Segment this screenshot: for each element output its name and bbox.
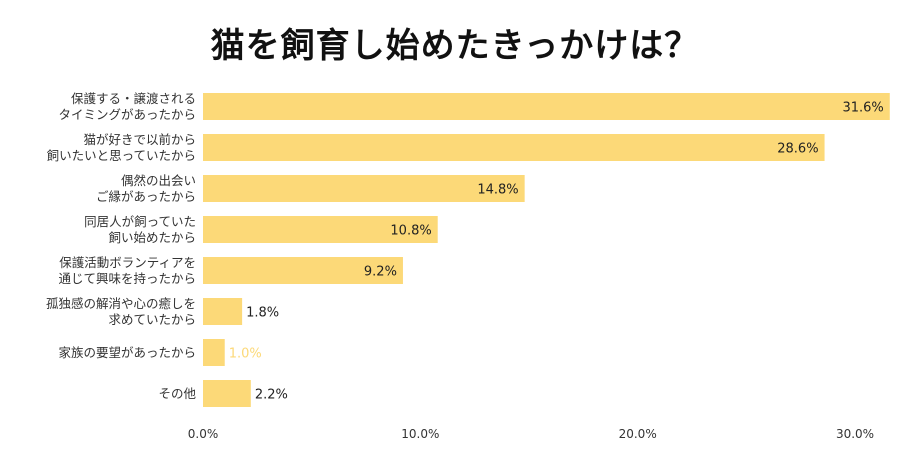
bar-8 bbox=[203, 380, 251, 407]
x-tick-label-1: 0.0% bbox=[188, 427, 219, 441]
category-label-line: ご縁があったから bbox=[96, 189, 196, 204]
category-label-line: その他 bbox=[158, 386, 196, 401]
value-label-8: 2.2% bbox=[255, 388, 288, 403]
category-label-6: 孤独感の解消や心の癒しを求めていたから bbox=[46, 296, 196, 327]
bar-6 bbox=[203, 298, 243, 325]
bar-5 bbox=[203, 257, 403, 284]
category-label-line: 猫が好きで以前から bbox=[83, 132, 196, 147]
bar-4 bbox=[203, 216, 438, 243]
category-label-line: 求めていたから bbox=[108, 312, 196, 327]
value-label-5: 9.2% bbox=[364, 265, 397, 280]
value-label-7: 1.0% bbox=[229, 347, 262, 362]
category-label-2: 猫が好きで以前から飼いたいと思っていたから bbox=[47, 132, 196, 163]
bar-1 bbox=[203, 93, 890, 120]
category-label-line: タイミングがあったから bbox=[58, 107, 196, 122]
bar-2 bbox=[203, 134, 825, 161]
value-label-4: 10.8% bbox=[390, 224, 431, 239]
category-label-line: 保護する・譲渡される bbox=[71, 91, 196, 106]
value-label-2: 28.6% bbox=[777, 142, 818, 157]
category-label-line: 同居人が飼っていた bbox=[84, 214, 196, 229]
category-label-8: その他 bbox=[158, 386, 196, 401]
bar-7 bbox=[203, 339, 225, 366]
category-label-1: 保護する・譲渡されるタイミングがあったから bbox=[58, 91, 196, 122]
chart-title: 猫を飼育し始めたきっかけは？ bbox=[210, 26, 700, 66]
category-label-4: 同居人が飼っていた飼い始めたから bbox=[84, 214, 196, 245]
x-tick-label-4: 30.0% bbox=[836, 427, 874, 441]
category-label-line: 偶然の出会い bbox=[121, 173, 196, 188]
category-label-3: 偶然の出会いご縁があったから bbox=[96, 173, 196, 204]
bar-3 bbox=[203, 175, 525, 202]
category-label-line: 孤独感の解消や心の癒しを bbox=[46, 296, 196, 311]
value-label-3: 14.8% bbox=[477, 183, 518, 198]
x-tick-label-3: 20.0% bbox=[619, 427, 657, 441]
category-label-line: 家族の要望があったから bbox=[58, 345, 196, 360]
value-label-6: 1.8% bbox=[246, 306, 279, 321]
category-label-line: 保護活動ボランティアを bbox=[59, 255, 196, 270]
category-label-line: 飼いたいと思っていたから bbox=[47, 148, 196, 163]
x-tick-label-2: 10.0% bbox=[401, 427, 439, 441]
category-label-5: 保護活動ボランティアを通じて興味を持ったから bbox=[58, 255, 196, 286]
category-label-line: 飼い始めたから bbox=[108, 230, 196, 245]
value-label-1: 31.6% bbox=[842, 101, 883, 116]
category-label-line: 通じて興味を持ったから bbox=[58, 271, 196, 286]
category-label-7: 家族の要望があったから bbox=[58, 345, 196, 360]
